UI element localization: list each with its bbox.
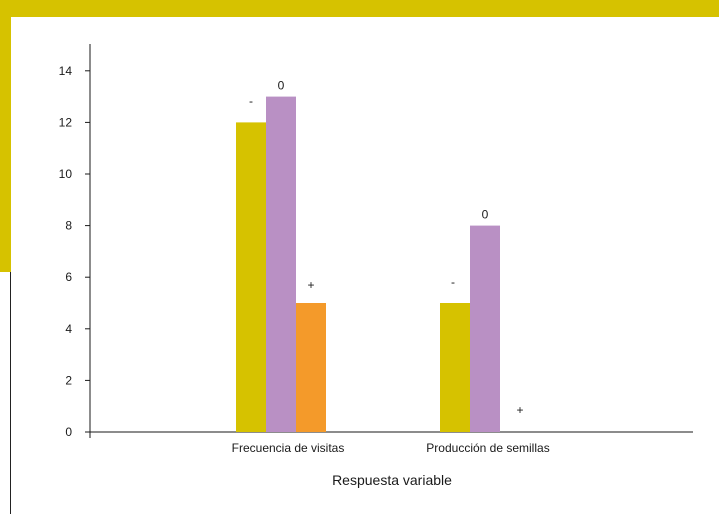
y-tick-label: 10 <box>59 167 73 181</box>
y-tick-label: 6 <box>65 270 72 284</box>
y-tick-label: 12 <box>59 115 73 129</box>
bar-value-label: + <box>307 278 314 292</box>
y-tick-label: 14 <box>59 64 73 78</box>
bar-value-label: 0 <box>482 208 489 222</box>
chart-panel <box>11 17 719 514</box>
frame-top-band <box>0 0 719 17</box>
bar <box>440 303 470 432</box>
x-tick-label: Producción de semillas <box>426 441 549 455</box>
x-axis: Frecuencia de visitas Producción de semil… <box>90 431 693 455</box>
bar-value-label: - <box>451 275 455 289</box>
bar <box>296 303 326 432</box>
bar-labels: - 0 + - 0 + <box>249 79 524 417</box>
frame-left-band <box>0 0 11 272</box>
bar <box>470 225 500 432</box>
bar <box>236 122 266 433</box>
bar <box>266 96 296 432</box>
x-axis-title: Respuesta variable <box>332 472 452 488</box>
bar-value-label: 0 <box>278 79 285 93</box>
frame-left-rule <box>10 272 11 514</box>
y-tick-label: 8 <box>65 219 72 233</box>
y-tick-label: 2 <box>65 373 72 387</box>
bar-value-label: - <box>249 94 253 108</box>
y-tick-label: 0 <box>65 425 72 439</box>
y-axis: 0 2 4 6 8 10 12 14 <box>59 44 91 439</box>
y-tick-label: 4 <box>65 322 72 336</box>
x-tick-label: Frecuencia de visitas <box>232 441 345 455</box>
bar-value-label: + <box>516 403 523 417</box>
bars <box>236 96 500 433</box>
